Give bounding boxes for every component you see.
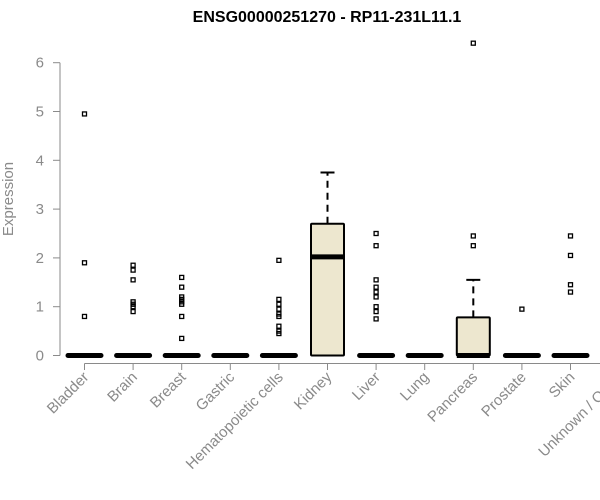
box-group xyxy=(162,274,201,358)
outlier-point xyxy=(179,335,185,342)
outlier-point xyxy=(567,289,574,295)
outlier-point xyxy=(179,284,185,290)
x-tick-label: Skin xyxy=(546,369,579,402)
box-group xyxy=(310,171,345,357)
box-group xyxy=(455,40,491,358)
outlier-point xyxy=(373,316,379,322)
x-tick-label: Breast xyxy=(147,368,190,411)
outlier-point xyxy=(179,274,185,281)
y-tick-label: 6 xyxy=(36,55,44,72)
outlier-point xyxy=(130,308,136,315)
outlier-point xyxy=(276,306,282,312)
chart-title: ENSG00000251270 - RP11-231L11.1 xyxy=(193,9,462,26)
outlier-point xyxy=(130,304,136,310)
outlier-point xyxy=(130,267,136,273)
outlier-point xyxy=(519,306,525,312)
x-tick-label: Kidney xyxy=(291,368,336,413)
outlier-point xyxy=(373,308,379,315)
x-tick-label: Liver xyxy=(349,369,384,404)
outlier-point xyxy=(470,243,476,249)
outlier-point xyxy=(276,313,282,320)
outlier-point xyxy=(373,284,379,290)
outlier-point xyxy=(567,252,574,259)
box-group xyxy=(357,230,396,358)
outlier-point xyxy=(81,111,88,117)
box-group xyxy=(114,262,153,358)
x-tick-label: Brain xyxy=(104,369,141,406)
y-tick-label: 1 xyxy=(36,299,44,316)
outlier-point xyxy=(130,277,136,283)
outlier-point xyxy=(130,262,136,268)
box-group xyxy=(65,111,104,358)
outlier-point xyxy=(373,230,379,237)
x-tick-label: Pancreas xyxy=(424,369,481,426)
box-iqr xyxy=(455,316,491,357)
x-tick-label: Prostate xyxy=(478,369,530,421)
outlier-point xyxy=(276,257,282,263)
x-tick-label: Bladder xyxy=(44,369,93,418)
outlier-point xyxy=(179,313,185,320)
outlier-point xyxy=(276,296,282,303)
y-axis: 0 1 2 3 4 5 6 xyxy=(36,55,61,365)
x-tick-label: Lung xyxy=(397,369,433,405)
outlier-point xyxy=(567,233,574,239)
y-tick-label: 2 xyxy=(36,250,44,267)
x-tick-label: Gastric xyxy=(193,368,239,414)
outlier-point xyxy=(81,313,88,320)
x-tick-label: Hematopoietic cells xyxy=(183,369,287,473)
outlier-point xyxy=(567,282,574,288)
outlier-point xyxy=(373,304,379,310)
box-group xyxy=(502,306,541,358)
outlier-point xyxy=(470,40,476,46)
box-iqr xyxy=(310,222,345,357)
y-tick-label: 0 xyxy=(36,348,44,365)
outlier-point xyxy=(373,243,379,249)
outlier-point xyxy=(373,277,379,283)
y-tick-label: 4 xyxy=(36,152,44,169)
y-tick-label: 3 xyxy=(36,201,44,218)
outlier-point xyxy=(373,294,379,300)
y-axis-label: Expression xyxy=(0,162,17,236)
outlier-point xyxy=(276,301,282,307)
outlier-point xyxy=(179,301,185,307)
outlier-point xyxy=(373,289,379,295)
outlier-point xyxy=(81,260,88,266)
outlier-point xyxy=(276,330,282,337)
outlier-point xyxy=(276,323,282,329)
box-group xyxy=(259,257,298,358)
plot-area xyxy=(65,40,590,358)
y-tick-label: 5 xyxy=(36,104,44,121)
box-group xyxy=(551,233,590,358)
outlier-point xyxy=(470,233,476,239)
